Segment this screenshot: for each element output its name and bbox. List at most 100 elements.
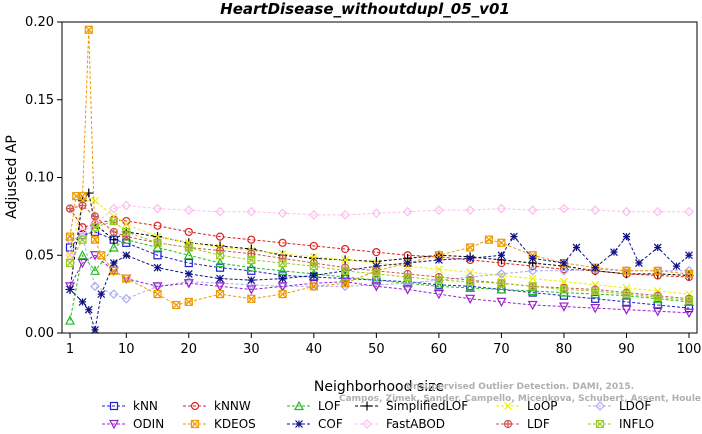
point-inflo-13-inner: [403, 273, 412, 281]
watermark-line-1: Unsupervised Outlier Detection. DAMI, 20…: [406, 382, 634, 392]
point-odin-17: [527, 300, 538, 311]
point-kdeos-1: [72, 192, 81, 201]
y-tick-label-0.10: 0.10: [25, 171, 54, 186]
point-inflo-10: [309, 262, 318, 271]
legend-item-lof: LOF: [287, 399, 341, 413]
point-cof-4: [97, 290, 106, 299]
y-tick-label-0.05: 0.05: [25, 248, 54, 263]
point-loop-14: [434, 265, 443, 274]
point-kdeos-15-inner: [341, 279, 350, 288]
point-cof-21: [560, 259, 568, 267]
point-cof-27: [653, 243, 662, 252]
point-knnw-7: [215, 232, 225, 241]
series-inflo: [65, 216, 694, 305]
point-ldf-3-inner: [110, 228, 118, 236]
point-lof-9: [277, 265, 288, 275]
legend-marker-inflo: [595, 419, 605, 429]
point-fastabod-21: [652, 206, 663, 217]
point-loop-10: [309, 252, 318, 261]
point-kdeos-0-inner: [66, 232, 74, 241]
point-inflo-18-inner: [560, 285, 568, 294]
y-tick-label-0.20: 0.20: [25, 15, 54, 30]
point-inflo-20-inner: [622, 290, 631, 299]
legend-item-knnw: kNNW: [183, 399, 251, 413]
point-fastabod-11: [340, 209, 350, 220]
point-knn-19: [591, 294, 600, 303]
point-kdeos-14-inner: [309, 282, 318, 291]
legend-item-cof: COF: [287, 417, 343, 431]
point-ldof-3: [108, 289, 119, 299]
point-lof-11: [340, 271, 351, 282]
point-cof-17: [466, 254, 475, 263]
legend-marker-inflo-inner: [596, 420, 604, 428]
point-knnw-11: [341, 244, 350, 254]
point-cof-0: [66, 285, 74, 294]
point-lof-12: [371, 274, 382, 285]
point-fastabod-16: [496, 203, 507, 214]
point-odin-15: [465, 294, 476, 305]
legend-marker-lof: [294, 400, 304, 411]
point-loop-2: [91, 196, 99, 205]
legend-label-simplifiedlof: SimplifiedLOF: [386, 399, 468, 413]
watermark-line-2: Campos, Zimek, Sander, Campello, Micenko…: [339, 394, 701, 404]
point-inflo-3: [109, 216, 118, 226]
point-kdeos-3: [84, 25, 93, 34]
point-fastabod-19: [590, 205, 601, 216]
point-inflo-15-inner: [466, 277, 475, 286]
point-cof-8: [184, 269, 193, 278]
point-lof-3: [108, 242, 119, 252]
point-kdeos-20: [484, 235, 494, 244]
legend-label-ldf: LDF: [527, 417, 550, 431]
point-inflo-7: [215, 251, 225, 260]
point-odin-12: [371, 282, 382, 292]
point-cof-6: [122, 251, 131, 260]
point-loop-4: [122, 220, 131, 229]
point-cof-14: [372, 262, 381, 271]
point-knnw-9: [278, 238, 287, 247]
point-inflo-18: [559, 285, 569, 294]
point-inflo-22: [684, 296, 694, 305]
legend-marker-loop: [504, 402, 512, 410]
point-cof-15: [403, 259, 412, 267]
point-inflo-21: [653, 293, 662, 302]
point-cof-23: [591, 263, 600, 272]
point-loop-17: [528, 274, 537, 283]
series-fastabod: [65, 200, 694, 261]
point-kdeos-3-inner: [84, 25, 93, 34]
point-odin-7: [215, 282, 226, 292]
point-loop-11: [341, 255, 350, 264]
legend-item-simplifiedlof: SimplifiedLOF: [355, 399, 468, 413]
point-cof-16: [434, 255, 443, 264]
point-cof-20: [528, 254, 537, 263]
point-ldof-17: [527, 265, 538, 276]
point-fastabod-17: [527, 205, 538, 216]
point-kdeos-21-inner: [497, 238, 506, 247]
legend-label-knn: kNN: [133, 399, 158, 413]
point-kdeos-21: [497, 238, 506, 247]
point-ldof-4: [121, 293, 132, 304]
legend-label-odin: ODIN: [133, 417, 164, 431]
point-kdeos-13: [278, 290, 287, 299]
point-lof-0: [65, 315, 75, 325]
point-knn-22: [684, 304, 694, 313]
legend-label-lof: LOF: [318, 399, 341, 413]
point-inflo-14-inner: [434, 276, 443, 285]
point-knnw-6: [184, 227, 193, 237]
point-inflo-1: [78, 235, 87, 244]
point-fastabod-12: [371, 208, 382, 219]
point-cof-9: [216, 274, 224, 283]
point-lof-18: [558, 287, 569, 297]
point-odin-5: [152, 282, 163, 292]
legend-marker-knn: [109, 401, 119, 411]
point-kdeos-8: [153, 290, 162, 299]
point-fastabod-14: [434, 205, 444, 216]
point-ldf-4-inner: [122, 233, 130, 241]
point-kdeos-15: [341, 279, 350, 288]
axes: 1 10 20 30 40 50 60 70 80 90 100 0.00 0.05 0.10 0.15 0.…: [25, 15, 701, 357]
point-odin-10: [308, 279, 319, 289]
x-tick-label-1: 1: [66, 342, 74, 357]
point-cof-28: [672, 262, 681, 271]
point-knnw-5: [153, 221, 162, 230]
chart-title: HeartDisease_withoutdupl_05_v01: [220, 0, 510, 18]
